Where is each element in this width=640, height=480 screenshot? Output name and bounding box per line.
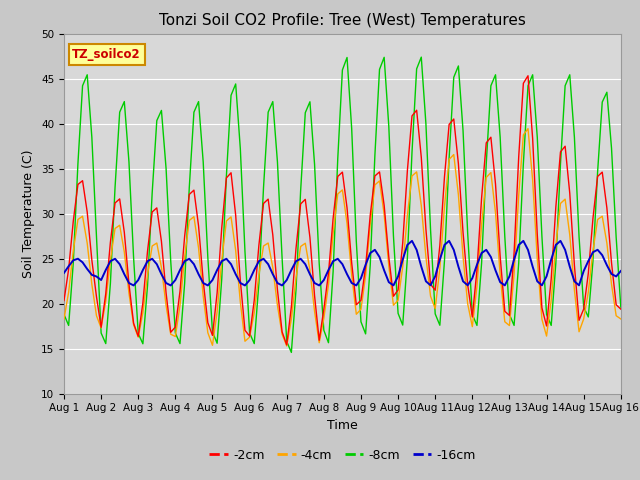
Text: TZ_soilco2: TZ_soilco2 (72, 48, 141, 61)
X-axis label: Time: Time (327, 419, 358, 432)
Title: Tonzi Soil CO2 Profile: Tree (West) Temperatures: Tonzi Soil CO2 Profile: Tree (West) Temp… (159, 13, 526, 28)
Legend: -2cm, -4cm, -8cm, -16cm: -2cm, -4cm, -8cm, -16cm (204, 444, 481, 467)
Y-axis label: Soil Temperature (C): Soil Temperature (C) (22, 149, 35, 278)
